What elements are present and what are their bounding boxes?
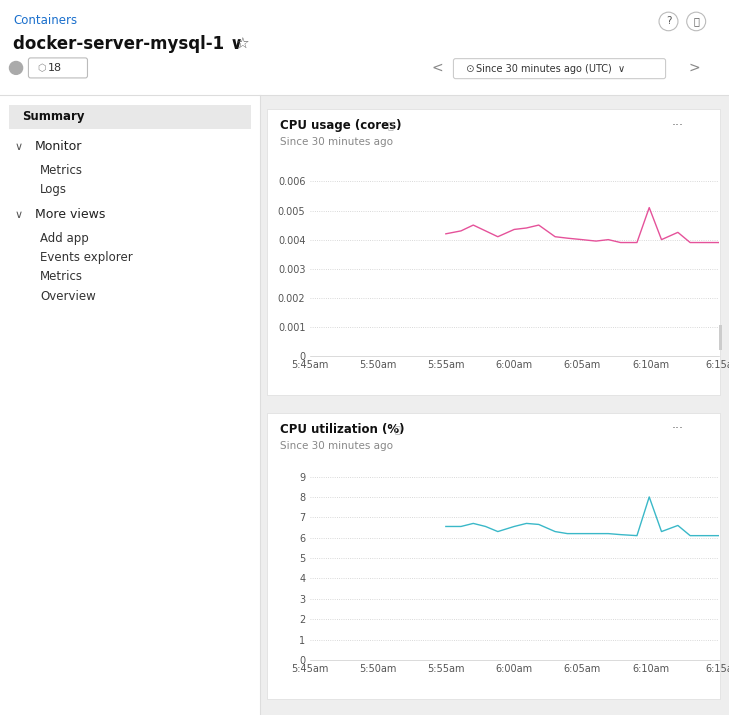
Circle shape — [687, 12, 706, 31]
Text: Logs: Logs — [40, 183, 67, 196]
Circle shape — [9, 61, 23, 74]
Text: Overview: Overview — [40, 290, 95, 302]
Text: ⓘ: ⓘ — [395, 424, 401, 434]
Text: ?: ? — [666, 16, 671, 26]
Bar — [260, 95, 729, 715]
Circle shape — [659, 12, 678, 31]
FancyBboxPatch shape — [453, 59, 666, 79]
Text: CPU usage (cores): CPU usage (cores) — [281, 119, 402, 132]
Bar — [268, 109, 720, 395]
Text: ⊙: ⊙ — [465, 64, 474, 74]
Text: <: < — [432, 61, 443, 75]
Text: Add app: Add app — [40, 232, 89, 245]
FancyBboxPatch shape — [28, 58, 87, 78]
Text: Metrics: Metrics — [40, 164, 83, 177]
Text: ☆: ☆ — [235, 37, 249, 51]
Bar — [0, 0, 729, 95]
Text: Summary: Summary — [22, 110, 85, 123]
Text: Since 30 minutes ago (UTC)  ∨: Since 30 minutes ago (UTC) ∨ — [476, 64, 625, 74]
Bar — [0, 95, 260, 715]
Text: Containers: Containers — [13, 14, 77, 26]
Text: Since 30 minutes ago: Since 30 minutes ago — [281, 441, 394, 451]
Text: 18: 18 — [47, 63, 61, 73]
Text: Events explorer: Events explorer — [40, 251, 133, 264]
Text: ∨: ∨ — [15, 209, 23, 220]
Text: ⛓: ⛓ — [693, 16, 699, 26]
Text: Monitor: Monitor — [35, 140, 82, 153]
Text: ∨: ∨ — [15, 142, 23, 152]
Bar — [268, 413, 720, 699]
Text: Since 30 minutes ago: Since 30 minutes ago — [281, 137, 394, 147]
Text: docker-server-mysql-1 ∨: docker-server-mysql-1 ∨ — [13, 35, 243, 54]
Bar — [9, 105, 251, 129]
Text: More views: More views — [35, 208, 106, 221]
Text: ⓘ: ⓘ — [388, 120, 394, 130]
Text: ···: ··· — [672, 423, 684, 435]
Text: >: > — [688, 61, 700, 75]
Text: ⬡: ⬡ — [37, 63, 46, 73]
Text: Metrics: Metrics — [40, 270, 83, 283]
Bar — [711, 325, 722, 350]
Text: ···: ··· — [672, 119, 684, 132]
Text: CPU utilization (%): CPU utilization (%) — [281, 423, 405, 435]
